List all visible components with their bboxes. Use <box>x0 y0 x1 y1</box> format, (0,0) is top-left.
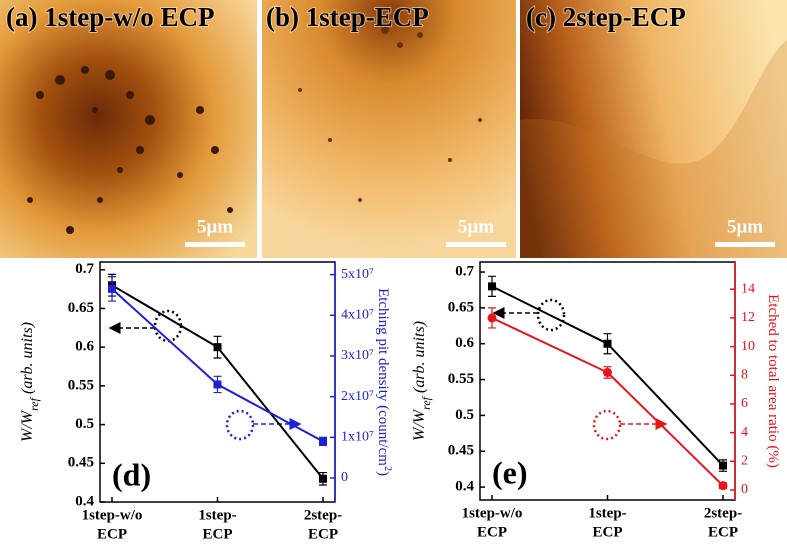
marker <box>213 343 222 352</box>
chart: 0.4 0.45 0.5 0.55 0.6 0.65 0.7 0 1x10⁷ 2x10⁷ 3x10⁷… <box>19 261 394 542</box>
marker <box>487 313 497 323</box>
x-tick-label: ECP <box>477 524 507 540</box>
chart: 0.4 0.45 0.5 0.55 0.6 0.65 0.7 0 2 4 6 8 10 12 14 1step… <box>411 261 781 540</box>
scale-bar <box>185 242 245 247</box>
y-tick-label: 0.7 <box>75 261 94 277</box>
x-tick-label: 1step-w/o <box>82 507 143 523</box>
y2-axis-label-part: Etching pit density (count/cm <box>375 288 391 466</box>
image-a: (a) 1step-w/o ECP 5μm <box>0 0 257 258</box>
scale-label: 5μm <box>197 216 233 237</box>
panel-label: (d) <box>112 456 151 492</box>
terrace <box>520 40 787 258</box>
y2-axis-label-part: 2 <box>382 466 393 471</box>
y2-tick-label: 3x10⁷ <box>341 348 374 363</box>
y-tick-label: 0.45 <box>448 443 474 459</box>
image-b: (b) 1step-ECP 5μm <box>262 0 516 258</box>
y2-tick-label: 6 <box>741 396 748 411</box>
dashed-circle <box>153 309 183 343</box>
x-tick-label: ECP <box>593 524 623 540</box>
marker <box>319 474 327 483</box>
afm-image <box>262 0 516 258</box>
y-tick-label: 0.7 <box>455 263 474 279</box>
marker <box>488 282 496 291</box>
image-c: (c) 2step-ECP 5μm <box>520 0 787 258</box>
x-tick-label: 1step- <box>198 507 236 523</box>
y-axis-label-part: ref <box>419 395 433 410</box>
y-tick-label: 0.55 <box>68 377 94 393</box>
y2-tick-label: 2x10⁷ <box>341 389 374 404</box>
y2-tick-label: 2 <box>741 454 748 469</box>
y2-tick-label: 5x10⁷ <box>341 267 374 282</box>
y-tick-label: 0.6 <box>455 335 474 351</box>
x-tick-label: ECP <box>97 526 127 542</box>
marker <box>213 380 222 389</box>
y2-axis-label: Etching pit density (count/cm2) <box>375 288 394 476</box>
panel-label: (e) <box>492 454 528 490</box>
y-axis-label-part: W/W <box>411 408 428 441</box>
y2-tick-label: 12 <box>741 310 755 325</box>
y-axis-label: W/Wref (arb. units) <box>411 321 433 441</box>
scale-label: 5μm <box>458 216 494 237</box>
image-title: (c) 2step-ECP <box>526 2 686 32</box>
x-tick-label: 1step- <box>588 505 626 521</box>
y2-tick-label: 4x10⁷ <box>341 308 374 323</box>
x-tick-label: ECP <box>708 524 738 540</box>
image-title: (b) 1step-ECP <box>266 2 429 32</box>
marker <box>603 367 612 377</box>
marker <box>603 339 612 348</box>
y-tick-label: 0.4 <box>75 493 94 509</box>
x-tick-label: ECP <box>308 526 338 542</box>
y-axis-label-part: W/W <box>19 409 36 442</box>
afm-image <box>520 0 787 258</box>
pits <box>298 26 482 202</box>
x-tick-label: 2step- <box>704 505 742 521</box>
dashed-circle <box>536 298 566 332</box>
y-tick-label: 0.5 <box>455 407 474 423</box>
y-axis-label-part: ref <box>27 396 41 411</box>
x-tick-label: 1step-w/o <box>462 505 523 521</box>
y2-tick-label: 0 <box>341 470 348 485</box>
marker <box>719 461 727 470</box>
image-title: (a) 1step-w/o ECP <box>6 2 214 32</box>
y-axis-label-part: (arb. units) <box>19 322 36 394</box>
pits <box>27 66 233 234</box>
x-tick-label: ECP <box>203 526 233 542</box>
y-tick-label: 0.4 <box>455 479 474 495</box>
y2-axis-label-part: ) <box>375 471 391 476</box>
y-tick-label: 0.5 <box>75 416 94 432</box>
y2-axis-label-part: Etched to total area ratio (%) <box>765 294 781 468</box>
y-axis-label-part: (arb. units) <box>411 321 428 393</box>
marker <box>319 437 327 446</box>
y-tick-label: 0.6 <box>75 339 94 355</box>
scale-label: 5μm <box>727 216 763 237</box>
y2-tick-label: 4 <box>741 425 748 440</box>
afm-image <box>0 0 257 258</box>
y2-axis-label: Etched to total area ratio (%) <box>765 294 781 468</box>
y-tick-label: 0.55 <box>448 371 474 387</box>
marker <box>718 481 728 491</box>
dashed-circle <box>225 409 255 441</box>
scale-bar <box>446 242 506 247</box>
annotations <box>108 298 668 441</box>
y-axis-label: W/Wref (arb. units) <box>19 322 41 442</box>
y-tick-label: 0.45 <box>68 455 94 471</box>
dashed-circle <box>592 409 622 441</box>
y2-tick-label: 10 <box>741 339 755 354</box>
marker <box>108 284 116 293</box>
y2-tick-label: 0 <box>741 482 748 497</box>
y2-tick-label: 14 <box>741 281 755 296</box>
y-tick-label: 0.65 <box>68 300 94 316</box>
y-tick-label: 0.65 <box>448 299 474 315</box>
series-line <box>111 288 324 443</box>
x-tick-label: 2step- <box>304 507 342 523</box>
y2-tick-label: 8 <box>741 367 748 382</box>
scale-bar <box>715 242 775 247</box>
y2-tick-label: 1x10⁷ <box>341 430 374 445</box>
